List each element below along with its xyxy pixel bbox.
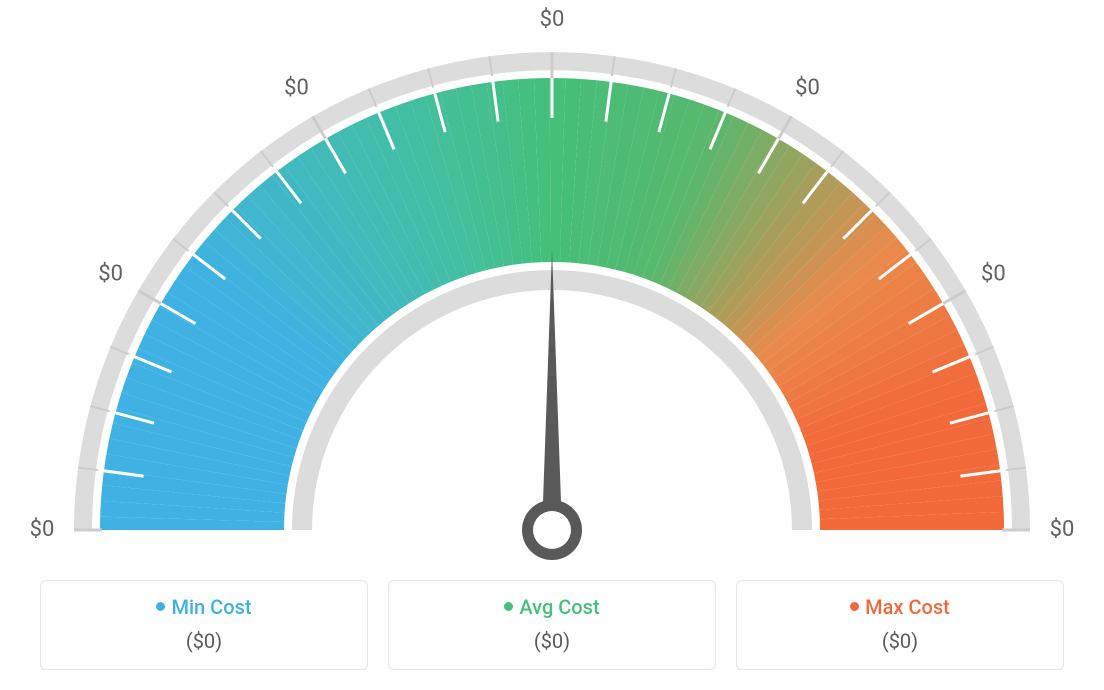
legend-value: ($0) (747, 629, 1053, 653)
legend-title: Avg Cost (399, 595, 705, 619)
gauge-tick-label: $0 (981, 261, 1006, 286)
legend-dot-icon (850, 602, 859, 611)
legend-dot-icon (504, 602, 513, 611)
legend-title-text: Avg Cost (519, 595, 599, 619)
gauge-hub-inner (533, 511, 571, 549)
gauge-wrap: $0 $0 $0 $0 $0 $0 $0 (0, 0, 1104, 560)
gauge-tick-label: $0 (795, 75, 820, 100)
legend-value: ($0) (399, 629, 705, 653)
gauge-tick-label: $0 (98, 261, 123, 286)
cost-gauge: $0 $0 $0 $0 $0 $0 $0 (0, 0, 1104, 575)
gauge-needle (542, 250, 562, 530)
gauge-tick-label: $0 (540, 7, 565, 32)
gauge-tick-label: $0 (284, 75, 309, 100)
gauge-tick-label: $0 (30, 517, 55, 542)
legend-card: Max Cost ($0) (736, 580, 1064, 670)
legend-value: ($0) (51, 629, 357, 653)
legend-title: Max Cost (747, 595, 1053, 619)
legend-dot-icon (156, 602, 165, 611)
legend-card: Avg Cost ($0) (388, 580, 716, 670)
legend-card: Min Cost ($0) (40, 580, 368, 670)
gauge-chart-container: $0$0$0$0$0$0$0 Min Cost($0)Avg Cost($0)M… (0, 0, 1104, 690)
legend-title: Min Cost (51, 595, 357, 619)
legend-row: Min Cost ($0) Avg Cost ($0) Max Cost ($0) (40, 580, 1064, 670)
gauge-tick-label: $0 (1050, 517, 1075, 542)
legend-title-text: Max Cost (865, 595, 950, 619)
legend-title-text: Min Cost (171, 595, 251, 619)
